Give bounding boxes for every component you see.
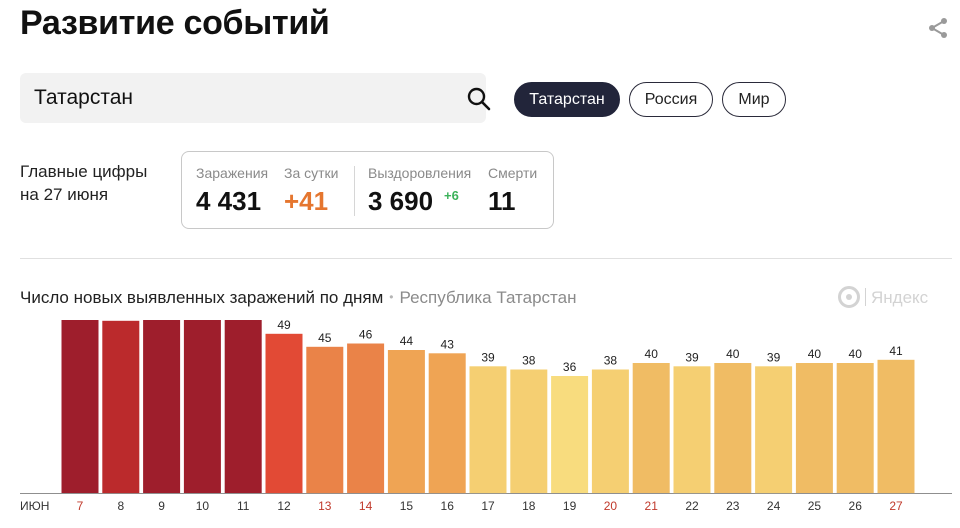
bar-value-label: 44 [400, 334, 414, 348]
x-tick-label: 13 [318, 499, 332, 513]
bar-value-label: 40 [849, 347, 863, 361]
chart-title: Число новых выявленных заражений по дням… [20, 288, 576, 308]
x-tick-label: 19 [563, 499, 577, 513]
chip-world[interactable]: Мир [722, 82, 786, 117]
x-tick-label: 17 [481, 499, 495, 513]
search-icon[interactable] [466, 86, 492, 112]
bar-value-label: 46 [359, 328, 373, 342]
x-axis-month-label: ИЮН [20, 499, 49, 513]
per-day-value: +41 [284, 186, 329, 216]
x-tick-label: 8 [117, 499, 124, 513]
x-tick-label: 11 [237, 499, 250, 513]
chart-bar [347, 343, 385, 493]
recoveries-delta: +6 [444, 188, 459, 203]
x-tick-label: 10 [196, 499, 210, 513]
x-tick-label: 9 [158, 499, 165, 513]
chart-bar [795, 363, 833, 493]
per-day-label: За сутки [284, 165, 339, 181]
deaths-value: 11 [488, 186, 516, 216]
chart-title-separator: • [389, 290, 394, 304]
bar-value-label: 45 [318, 331, 332, 345]
x-tick-label: 24 [767, 499, 781, 513]
main-figures-label-line2: на 27 июня [20, 185, 109, 204]
bar-value-label: 38 [604, 354, 618, 368]
chart-bar [143, 320, 181, 493]
x-tick-label: 12 [277, 499, 291, 513]
x-tick-label: 18 [522, 499, 536, 513]
share-icon[interactable] [926, 16, 950, 40]
chart-bar [551, 376, 589, 493]
bar-value-label: 40 [645, 347, 659, 361]
chart-bar [306, 346, 344, 494]
main-figures-label: Главные цифры на 27 июня [20, 160, 147, 206]
stats-divider [354, 166, 355, 216]
bar-value-label: 39 [685, 350, 699, 364]
x-tick-label: 27 [889, 499, 903, 513]
chart-bar [428, 353, 466, 494]
chart-bar [755, 366, 793, 494]
chip-russia[interactable]: Россия [629, 82, 713, 117]
chart-bar [836, 363, 874, 493]
x-tick-label: 21 [645, 499, 659, 513]
chart-title-text: Число новых выявленных заражений по дням [20, 288, 384, 307]
chart-bar [387, 350, 425, 493]
yandex-logo-text: Яндекс [871, 288, 929, 307]
chart-bar [632, 363, 670, 493]
chart-region: Республика Татарстан [399, 288, 577, 307]
chart-bar [224, 320, 262, 493]
chart-bar [61, 320, 99, 493]
deaths-label: Смерти [488, 165, 538, 181]
x-tick-label: 7 [77, 499, 84, 513]
chart-bar [265, 333, 303, 494]
search-input[interactable] [34, 83, 434, 113]
x-tick-label: 23 [726, 499, 740, 513]
chart-bar [510, 369, 548, 493]
bar-value-label: 43 [441, 337, 455, 351]
chart-bar [673, 366, 711, 494]
bar-value-label: 38 [522, 354, 536, 368]
search-box [20, 73, 491, 123]
bar-value-label: 40 [726, 347, 740, 361]
x-tick-label: 14 [359, 499, 373, 513]
chip-tatarstan[interactable]: Татарстан [514, 82, 620, 117]
bar-value-label: 39 [767, 350, 781, 364]
bar-value-label: 41 [889, 344, 903, 358]
infections-label: Заражения [196, 165, 269, 181]
x-tick-label: 16 [441, 499, 455, 513]
chart-bar [877, 359, 915, 494]
infections-value: 4 431 [196, 186, 262, 216]
x-tick-label: 22 [685, 499, 699, 513]
bar-value-label: 40 [808, 347, 822, 361]
chart-bar [714, 363, 752, 493]
x-tick-label: 26 [849, 499, 863, 513]
chart-bar [591, 369, 629, 493]
yandex-logo-icon [838, 286, 860, 308]
main-figures-card: Заражения 4 431 За сутки +41 Выздоровлен… [181, 151, 554, 229]
page-title: Развитие событий [20, 4, 330, 42]
chart-bar [102, 320, 140, 494]
section-divider [20, 258, 952, 259]
main-figures-label-line1: Главные цифры [20, 162, 148, 181]
bar-value-label: 39 [481, 350, 495, 364]
bar-value-label: 49 [277, 320, 291, 332]
yandex-logo: Яндекс [838, 286, 928, 308]
bar-value-label: 36 [563, 360, 577, 374]
x-tick-label: 20 [604, 499, 618, 513]
chart-bar [469, 366, 507, 494]
recoveries-value: 3 690 [368, 186, 434, 216]
bar-chart: ИЮН5475385495510541149124513461444154316… [20, 320, 952, 513]
recoveries-label: Выздоровления [368, 165, 472, 181]
chart-bar [183, 320, 221, 493]
x-tick-label: 15 [400, 499, 414, 513]
x-tick-label: 25 [808, 499, 822, 513]
